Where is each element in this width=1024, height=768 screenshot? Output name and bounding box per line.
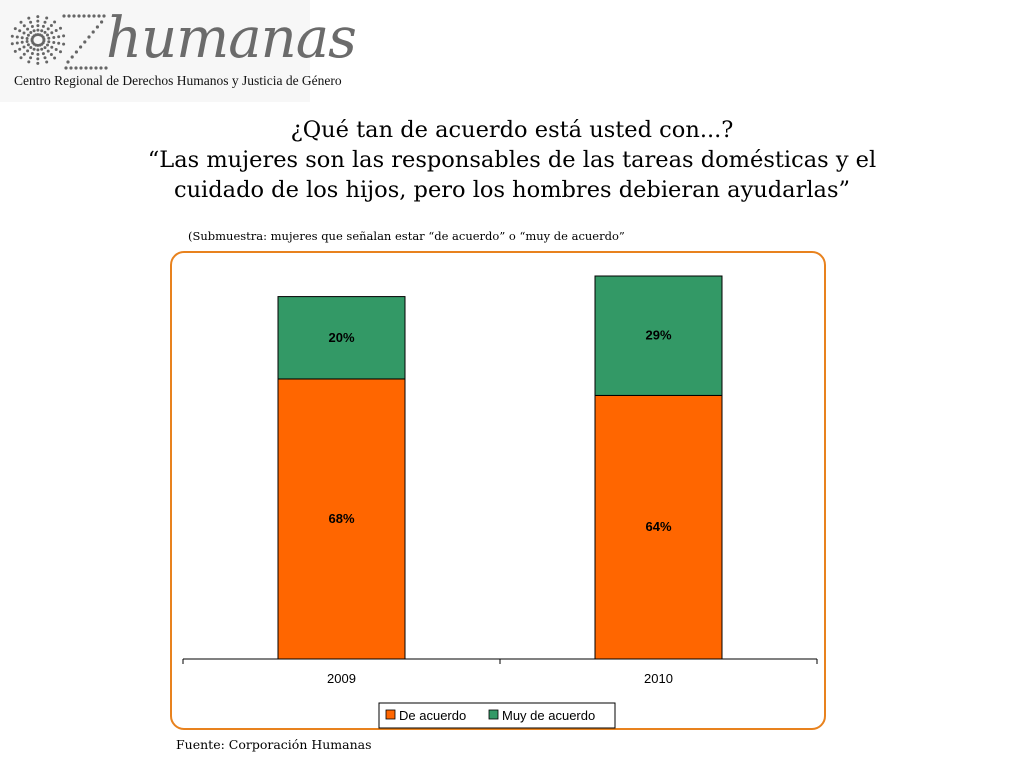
legend-label: Muy de acuerdo xyxy=(502,708,595,723)
logo-wordmark: humanas xyxy=(106,6,357,71)
chart-subtitle: (Submuestra: mujeres que señalan estar “… xyxy=(188,229,625,243)
legend-swatch xyxy=(488,709,499,720)
data-label: 29% xyxy=(645,328,671,343)
humanas-logo: humanas Centro Regional de Derechos Huma… xyxy=(0,0,357,102)
x-tick-label: 2009 xyxy=(327,671,356,686)
data-label: 64% xyxy=(645,519,671,534)
legend-label: De acuerdo xyxy=(399,708,466,723)
logo-mark-icon xyxy=(10,14,108,70)
slide-title: ¿Qué tan de acuerdo está usted con...? “… xyxy=(100,115,924,205)
bar-segment xyxy=(594,275,723,396)
bar-segment xyxy=(277,378,406,660)
title-line-2: “Las mujeres son las responsables de las… xyxy=(147,147,877,173)
bar-segment xyxy=(594,394,723,660)
data-label: 20% xyxy=(328,330,354,345)
data-label: 68% xyxy=(328,511,354,526)
chart-legend: De acuerdo Muy de acuerdo xyxy=(378,702,616,729)
x-tick-label: 2010 xyxy=(644,671,673,686)
source-note: Fuente: Corporación Humanas xyxy=(176,737,372,752)
logo-tagline: Centro Regional de Derechos Humanos y Ju… xyxy=(14,73,342,88)
chart-frame xyxy=(170,251,826,730)
title-line-1: ¿Qué tan de acuerdo está usted con...? xyxy=(290,117,734,143)
bar-segment xyxy=(277,296,406,380)
legend-swatch xyxy=(385,709,396,720)
title-line-3: cuidado de los hijos, pero los hombres d… xyxy=(173,177,851,203)
